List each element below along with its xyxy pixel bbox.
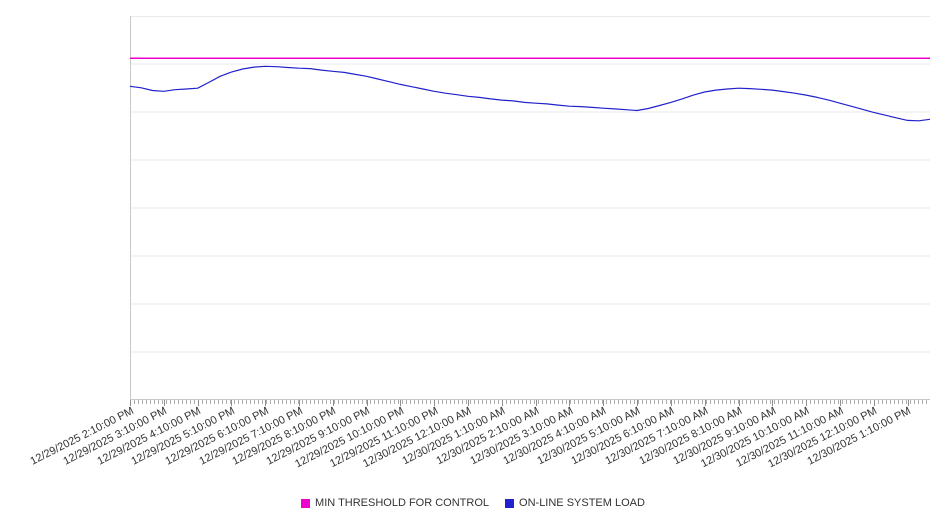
legend-item-load[interactable]: ON-LINE SYSTEM LOAD bbox=[505, 497, 645, 509]
x-tick bbox=[332, 400, 334, 406]
x-tick bbox=[637, 400, 638, 406]
x-axis-minor-ticks bbox=[130, 400, 930, 404]
x-tick bbox=[839, 400, 841, 406]
plot-svg bbox=[130, 16, 930, 400]
x-tick bbox=[806, 400, 808, 406]
x-tick bbox=[772, 400, 774, 406]
x-tick bbox=[704, 400, 706, 406]
x-tick bbox=[501, 400, 503, 406]
x-tick bbox=[468, 400, 469, 406]
x-tick bbox=[434, 400, 436, 406]
x-tick bbox=[738, 400, 740, 406]
x-tick bbox=[366, 400, 368, 406]
legend: MIN THRESHOLD FOR CONTROL ON-LINE SYSTEM… bbox=[0, 497, 946, 509]
load-line bbox=[130, 65, 930, 122]
x-tick bbox=[535, 400, 537, 406]
plot-area bbox=[130, 16, 930, 400]
x-tick bbox=[163, 400, 165, 406]
x-tick bbox=[907, 400, 909, 406]
x-tick bbox=[400, 400, 402, 406]
x-tick bbox=[299, 400, 300, 406]
x-tick bbox=[569, 400, 571, 406]
x-tick bbox=[265, 400, 267, 406]
x-tick bbox=[603, 400, 605, 406]
x-tick bbox=[197, 400, 199, 406]
x-tick bbox=[670, 400, 672, 406]
legend-label: ON-LINE SYSTEM LOAD bbox=[519, 497, 645, 509]
legend-label: MIN THRESHOLD FOR CONTROL bbox=[315, 497, 490, 509]
legend-swatch bbox=[301, 498, 311, 508]
x-tick bbox=[231, 400, 233, 406]
legend-item-threshold[interactable]: MIN THRESHOLD FOR CONTROL bbox=[301, 497, 489, 509]
x-tick bbox=[130, 400, 131, 406]
x-tick bbox=[873, 400, 875, 406]
legend-swatch bbox=[505, 498, 515, 508]
